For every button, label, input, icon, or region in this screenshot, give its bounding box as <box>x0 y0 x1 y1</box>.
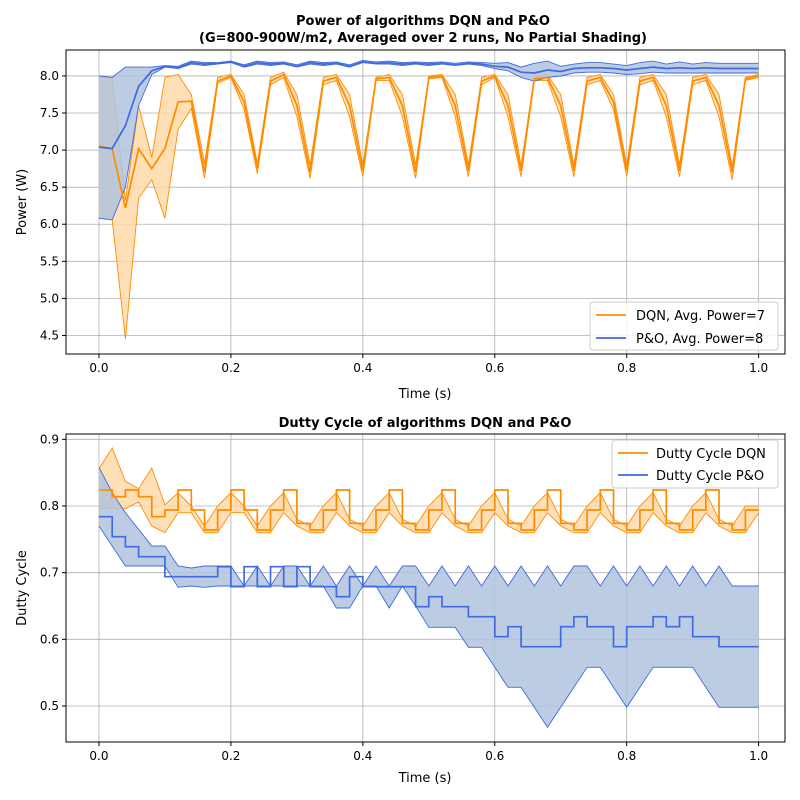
duty-x-axis-label: Time (s) <box>398 771 452 786</box>
power-x-tick-label: 0.0 <box>89 361 108 375</box>
power-chart-title-line2: (G=800-900W/m2, Averaged over 2 runs, No… <box>199 31 647 46</box>
duty-line-po <box>99 515 759 648</box>
duty-x-tick-label: 0.8 <box>617 749 636 763</box>
power-x-tick-label: 0.6 <box>485 361 504 375</box>
power-band-dqn <box>99 72 759 340</box>
power-x-tick-label: 0.2 <box>221 361 240 375</box>
power-y-tick-label: 7.5 <box>40 106 59 120</box>
duty-axes-frame <box>65 433 786 743</box>
duty-x-tick-label: 0.4 <box>353 749 372 763</box>
power-legend: DQN, Avg. Power=7 P&O, Avg. Power=8 <box>589 301 779 351</box>
duty-chart-title: Dutty Cycle of algorithms DQN and P&O <box>279 416 572 431</box>
duty-band-lower-po <box>98 525 759 729</box>
duty-y-tick-label: 0.9 <box>40 432 59 446</box>
power-band-upper-dqn <box>98 71 759 201</box>
duty-band-upper-po <box>98 467 759 587</box>
duty-legend-label-po: Dutty Cycle P&O <box>656 469 764 484</box>
duty-chart-panel: Dutty Cycle of algorithms DQN and P&O 0.… <box>15 416 786 786</box>
power-x-tick-label: 0.4 <box>353 361 372 375</box>
duty-line-dqn <box>99 489 759 531</box>
duty-band-upper-dqn <box>98 447 759 527</box>
duty-band-lower-dqn <box>99 501 759 534</box>
power-lines <box>98 61 759 209</box>
power-legend-label-dqn: DQN, Avg. Power=7 <box>636 309 765 324</box>
duty-lines <box>99 489 759 648</box>
duty-y-tick-label: 0.7 <box>40 566 59 580</box>
duty-legend-label-dqn: Dutty Cycle DQN <box>656 447 766 462</box>
power-chart-title-line1: Power of algorithms DQN and P&O <box>296 14 550 29</box>
duty-x-tick-label: 0.2 <box>221 749 240 763</box>
power-y-tick-label: 8.0 <box>40 69 59 83</box>
power-y-tick-label: 6.5 <box>40 180 59 194</box>
duty-y-ticks: 0.5 0.6 0.7 0.8 0.9 <box>40 432 66 713</box>
power-y-tick-label: 4.5 <box>40 328 59 342</box>
power-axes-frame <box>65 49 786 355</box>
duty-x-tick-label: 1.0 <box>749 749 768 763</box>
duty-x-tick-label: 0.6 <box>485 749 504 763</box>
power-band-lower-dqn <box>98 76 759 340</box>
duty-y-tick-label: 0.5 <box>40 699 59 713</box>
duty-x-tick-label: 0.0 <box>89 749 108 763</box>
duty-legend: Dutty Cycle DQN Dutty Cycle P&O <box>611 439 779 489</box>
power-legend-label-po: P&O, Avg. Power=8 <box>636 332 763 347</box>
power-y-ticks: 4.5 5.0 5.5 6.0 6.5 7.0 7.5 8.0 <box>40 69 66 342</box>
power-band-upper-po <box>98 59 759 78</box>
power-bands <box>98 59 759 340</box>
duty-band-dqn <box>99 448 759 533</box>
power-x-tick-label: 0.8 <box>617 361 636 375</box>
power-y-tick-label: 5.0 <box>40 291 59 305</box>
power-x-ticks: 0.0 0.2 0.4 0.6 0.8 1.0 <box>89 354 768 375</box>
duty-x-ticks: 0.0 0.2 0.4 0.6 0.8 1.0 <box>89 742 768 763</box>
power-band-lower-po <box>98 62 759 221</box>
power-y-axis-label: Power (W) <box>15 169 30 235</box>
power-line-po <box>98 61 759 150</box>
power-y-tick-label: 7.0 <box>40 143 59 157</box>
power-y-tick-label: 5.5 <box>40 254 59 268</box>
power-legend-box <box>589 301 779 351</box>
duty-y-tick-label: 0.8 <box>40 499 59 513</box>
power-y-tick-label: 6.0 <box>40 217 59 231</box>
power-chart-panel: Power of algorithms DQN and P&O (G=800-9… <box>15 14 786 402</box>
power-line-dqn <box>98 73 759 209</box>
power-x-axis-label: Time (s) <box>398 387 452 402</box>
duty-y-tick-label: 0.6 <box>40 632 59 646</box>
duty-legend-box <box>611 439 779 489</box>
power-x-tick-label: 1.0 <box>749 361 768 375</box>
duty-y-axis-label: Dutty Cycle <box>15 550 30 626</box>
